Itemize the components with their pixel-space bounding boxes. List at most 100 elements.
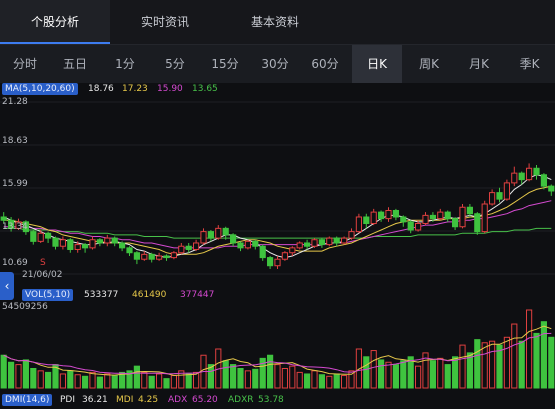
volume-bar	[178, 370, 185, 389]
volume-bar	[30, 368, 37, 389]
volume-bar	[89, 371, 96, 389]
candle-body	[429, 214, 436, 220]
candle-body	[119, 242, 126, 249]
tab-realtime-news[interactable]: 实时资讯	[140, 15, 189, 29]
candle-body	[185, 245, 192, 250]
period-quarterly-k[interactable]: 季K	[519, 57, 540, 71]
ma60-value: 13.65	[192, 84, 218, 94]
candle-body	[237, 242, 244, 249]
candle-body	[193, 242, 200, 250]
volume-bar	[422, 352, 429, 389]
period-5day[interactable]: 五日	[62, 57, 87, 71]
candle-body	[45, 232, 52, 239]
volume-bar	[429, 360, 436, 389]
volume-bar	[333, 373, 340, 389]
date-label: 21/06/02	[22, 270, 63, 280]
volume-bar	[156, 373, 163, 389]
price-axis-3: 15.99	[2, 179, 28, 189]
period-30min[interactable]: 30分	[261, 57, 289, 71]
tab-stock-analysis[interactable]: 个股分析	[0, 0, 110, 44]
candle-body	[215, 227, 222, 239]
candle-body	[318, 239, 325, 246]
volume-bar	[363, 356, 370, 389]
dmi-indicator-badge[interactable]: DMI(14,6)	[2, 394, 53, 406]
candle-body	[400, 216, 407, 223]
volume-bar	[511, 323, 518, 389]
candle-body	[540, 174, 547, 187]
candle-body	[148, 253, 155, 260]
volume-bar	[45, 371, 52, 389]
dmi-mdi-label: MDI	[116, 395, 134, 405]
volume-bar	[348, 370, 355, 389]
vol-ma10-value: 377447	[180, 290, 215, 300]
vol-ma10-line	[3, 332, 552, 375]
candle-body	[496, 192, 503, 200]
candle-body	[170, 252, 177, 259]
ma20-value: 15.90	[157, 84, 183, 94]
vol-indicator-badge[interactable]: VOL(5,10)	[22, 289, 74, 301]
ma-indicator-badge[interactable]: MA(5,10,20,60)	[2, 83, 78, 95]
volume-bar	[385, 361, 392, 389]
volume-bar	[37, 370, 44, 389]
candle-body	[141, 253, 148, 260]
volume-bar	[459, 344, 466, 389]
candle-body	[407, 221, 414, 231]
candle-body	[533, 167, 540, 176]
volume-bar	[252, 368, 259, 389]
candle-body	[126, 247, 133, 254]
candle-body	[363, 216, 370, 224]
period-15min[interactable]: 15分	[211, 57, 239, 71]
collapse-handle[interactable]: ‹	[0, 272, 14, 300]
volume-bar	[489, 340, 496, 389]
candle-body	[489, 192, 496, 205]
volume-bar	[355, 348, 362, 389]
volume-bar	[15, 364, 22, 389]
candle-body	[67, 239, 74, 250]
volume-bar	[437, 357, 444, 389]
period-daily-k[interactable]: 日K	[352, 45, 402, 83]
volume-bar	[141, 371, 148, 389]
period-timeshare[interactable]: 分时	[12, 57, 37, 71]
volume-bar	[230, 364, 237, 389]
period-1min[interactable]: 1分	[115, 57, 135, 71]
ma10-value: 17.23	[122, 84, 148, 94]
candle-body	[0, 216, 7, 221]
candle-body	[104, 237, 111, 244]
volume-bar	[296, 371, 303, 389]
volume-bar	[82, 375, 89, 389]
volume-bar	[370, 350, 377, 389]
volume-bar	[119, 371, 126, 389]
candle-body	[333, 237, 340, 244]
candle-body	[348, 231, 355, 239]
volume-bar	[289, 365, 296, 389]
volume-bar	[407, 356, 414, 389]
period-60min[interactable]: 60分	[311, 57, 339, 71]
period-5min[interactable]: 5分	[165, 57, 185, 71]
candle-body	[481, 203, 488, 233]
volume-bar	[378, 359, 385, 389]
volume-bar	[496, 344, 503, 389]
tab-basic-info[interactable]: 基本资料	[250, 15, 299, 29]
price-axis-4: 13.34	[2, 222, 28, 232]
sell-marker: S	[40, 258, 46, 268]
vol-value: 533377	[84, 290, 119, 300]
volume-bar	[222, 360, 229, 389]
candle-body	[422, 214, 429, 224]
candle-body	[511, 172, 518, 184]
volume-chart[interactable]	[0, 300, 555, 392]
price-chart[interactable]	[0, 82, 555, 300]
period-weekly-k[interactable]: 周K	[419, 57, 439, 71]
dmi-pdi-label: PDI	[60, 395, 76, 405]
candle-body	[452, 218, 459, 228]
vol-axis-max: 54509256	[2, 302, 48, 312]
volume-bar	[503, 336, 510, 389]
period-monthly-k[interactable]: 月K	[469, 57, 489, 71]
volume-bar	[540, 321, 547, 389]
volume-bar	[518, 340, 525, 389]
price-axis-min: 10.69	[2, 258, 28, 268]
volume-bar	[8, 361, 15, 389]
period-selector: 分时 五日 1分 5分 15分 30分 60分 日K 周K 月K 季K	[0, 44, 555, 83]
candle-body	[207, 231, 214, 239]
volume-bar	[185, 373, 192, 389]
volume-bar	[96, 376, 103, 389]
